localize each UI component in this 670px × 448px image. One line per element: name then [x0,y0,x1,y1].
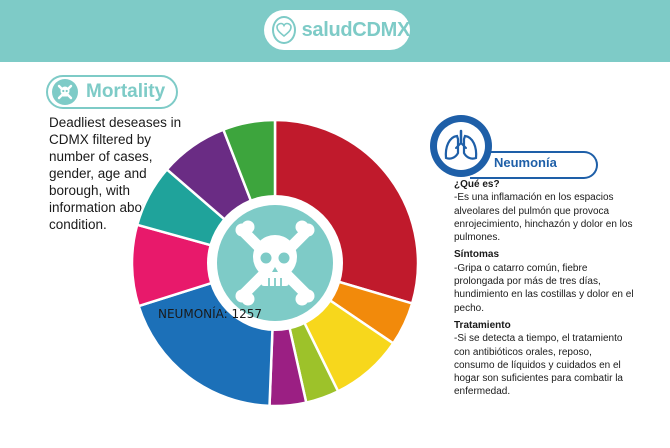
what-is-heading: ¿Qué es? [454,179,500,190]
section-title: Mortality [86,81,166,102]
brand-name: saludCDMX [301,18,411,41]
info-title-band [470,151,598,179]
donut-slice-6[interactable] [130,223,280,308]
what-is-text: -Es una inflamación en los espacios alve… [454,192,633,244]
lungs-icon [437,122,485,170]
info-title: Neumonía [494,155,557,170]
brand-badge[interactable]: saludCDMX [264,10,410,50]
info-body: ¿Qué es? -Es una inflamación en los espa… [454,178,634,403]
donut-svg [130,118,420,408]
selected-slice-label: NEUMONÍA: 1257 [158,307,263,321]
treatment-text: -Si se detecta a tiempo, el tratamiento … [454,333,623,398]
skull-crossbones-icon [235,220,315,306]
treatment-heading: Tratamiento [454,319,511,331]
symptoms-heading: Síntomas [454,249,500,261]
mortality-tab[interactable]: Mortality [46,75,178,109]
disease-donut-chart [130,118,420,408]
skull-icon [52,79,78,105]
heart-logo-icon [272,16,296,44]
symptoms-text: -Gripa o catarro común, fiebre prolongad… [454,262,634,314]
